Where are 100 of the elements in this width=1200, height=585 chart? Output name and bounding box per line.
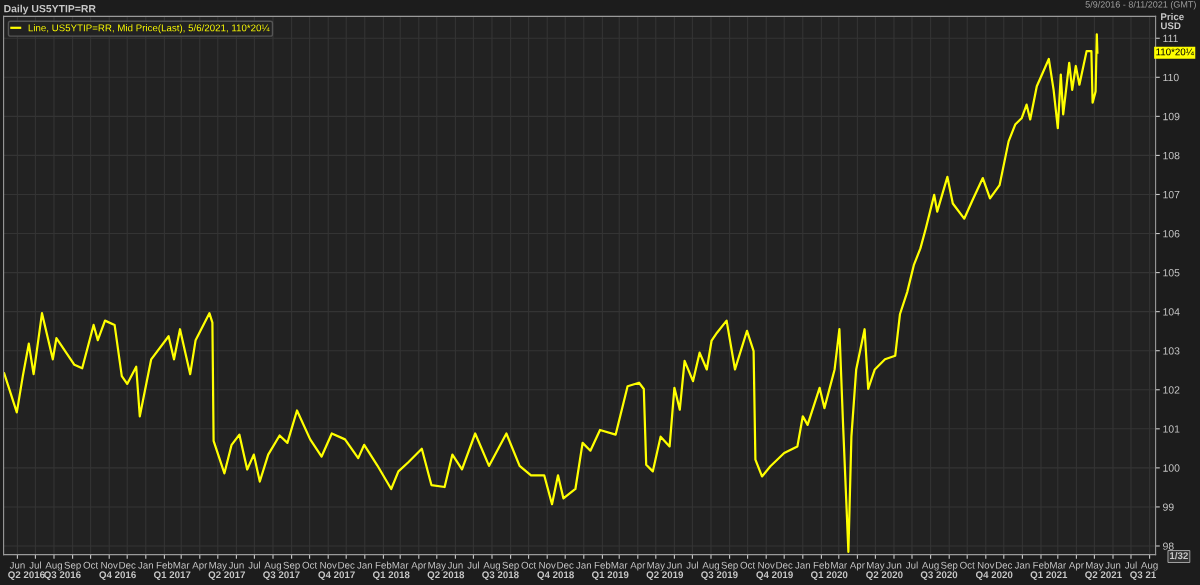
x-tick-label: Feb — [1033, 561, 1049, 569]
y-tick-label: 102 — [1163, 386, 1180, 394]
x2-tick-label: Q3 2019 — [701, 571, 738, 580]
x-tick-label: Nov — [101, 561, 118, 569]
chart-subtitle: 5/9/2016 - 8/11/2021 (GMT) — [1085, 1, 1196, 10]
y-tick-label: 109 — [1163, 112, 1180, 121]
x-tick-label: Apr — [1068, 561, 1084, 571]
x-tick-label: Mar — [173, 561, 190, 569]
x-tick-label: Aug — [702, 561, 720, 571]
x-tick-label: Oct — [740, 561, 756, 569]
x-tick-label: May — [647, 561, 665, 571]
x2-tick-label: Q2 2017 — [208, 571, 246, 580]
x-tick-label: Dec — [119, 561, 136, 569]
x2-tick-label: Q3 2017 — [263, 571, 300, 580]
x-tick-label: Aug — [1140, 561, 1158, 571]
x-tick-label: Jul — [905, 561, 918, 569]
x-tick-label: Feb — [594, 561, 611, 569]
x2-tick-label: Q3 2016 — [44, 571, 81, 580]
x-tick-label: Nov — [539, 561, 556, 569]
x-tick-label: Aug — [483, 561, 501, 571]
x2-tick-label: Q4 2016 — [99, 571, 136, 580]
x-tick-label: Feb — [375, 561, 392, 569]
x-tick-label: Jan — [1014, 561, 1030, 569]
x2-tick-label: Q2 2016 — [8, 571, 45, 580]
x2-tick-label: Q1 2019 — [591, 571, 629, 580]
x-tick-label: Nov — [977, 561, 995, 569]
y-tick-label: 105 — [1163, 269, 1180, 277]
x2-tick-label: Q1 2018 — [372, 571, 410, 580]
x-tick-label: Jun — [9, 561, 25, 569]
x2-tick-label: Q2 2020 — [866, 571, 903, 580]
y-tick-label: 107 — [1163, 190, 1180, 199]
x2-tick-label: Q3 2020 — [920, 571, 958, 580]
chart-title: Daily US5YTIP=RR — [4, 4, 96, 15]
x2-tick-label: Q3 21 — [1130, 571, 1156, 580]
x-tick-label: Jul — [1124, 561, 1137, 569]
x-tick-label: Oct — [302, 561, 318, 569]
x-tick-label: May — [1086, 561, 1104, 571]
x2-tick-label: Q1 2017 — [153, 571, 191, 580]
x-tick-label: Jul — [29, 561, 41, 569]
x-tick-label: Aug — [921, 561, 939, 571]
x2-tick-label: Q4 2018 — [537, 571, 574, 580]
x-tick-label: May — [867, 561, 885, 571]
y-axis-title: Price USD — [1160, 13, 1184, 30]
x-tick-label: Apr — [192, 561, 208, 571]
y-tick-label: 103 — [1163, 347, 1180, 355]
x-tick-label: Dec — [557, 561, 574, 569]
line-series — [3, 33, 1099, 553]
x2-tick-label: Q2 2019 — [646, 571, 684, 580]
x2-tick-label: Q2 2021 — [1085, 571, 1122, 580]
y-tick-label: 104 — [1163, 308, 1180, 316]
text: 1/32 — [1170, 551, 1188, 560]
x2-tick-label: Q4 2017 — [318, 571, 355, 580]
x-tick-label: Sep — [940, 561, 958, 571]
x-tick-label: Sep — [283, 561, 300, 571]
x-tick-label: Sep — [721, 561, 738, 571]
x-tick-label: Oct — [960, 561, 975, 569]
x-tick-label: Oct — [83, 561, 99, 569]
x-tick-label: Aug — [45, 561, 63, 571]
x2-tick-label: Q1 2020 — [810, 571, 848, 580]
x2-tick-label: Q4 2019 — [756, 571, 793, 580]
x2-tick-label: Q4 2020 — [975, 571, 1013, 580]
x-tick-label: Jul — [248, 561, 260, 569]
x-tick-label: Mar — [1050, 561, 1067, 569]
y-tick-label: 106 — [1163, 230, 1180, 238]
x-tick-label: Jan — [576, 561, 592, 569]
x-tick-label: Jan — [795, 561, 811, 569]
x-tick-label: Mar — [611, 561, 628, 569]
y-tick-label: 98 — [1163, 542, 1174, 550]
x-tick-label: Apr — [411, 561, 427, 571]
x2-tick-label: Q1 2021 — [1030, 571, 1068, 580]
text: 110*20¼ — [1156, 48, 1194, 56]
x-tick-label: May — [209, 561, 227, 571]
x-tick-label: Sep — [64, 561, 81, 571]
x-tick-label: Jul — [467, 561, 479, 569]
x-tick-label: Oct — [521, 561, 537, 569]
x-tick-label: Dec — [776, 561, 793, 569]
x-tick-label: Jun — [1105, 561, 1121, 569]
x2-tick-label: Q2 2018 — [427, 571, 465, 580]
x-tick-label: Jun — [228, 561, 244, 569]
x-tick-label: Apr — [630, 561, 646, 571]
y-tick-label: 101 — [1163, 425, 1180, 433]
x-tick-label: Dec — [995, 561, 1013, 569]
x2-tick-label: Q3 2018 — [482, 571, 519, 580]
x-tick-label: Jun — [447, 561, 463, 569]
x-tick-label: Nov — [320, 561, 337, 569]
x-tick-label: Dec — [338, 561, 355, 569]
x-tick-label: Aug — [264, 561, 282, 571]
y-tick-label: 111 — [1163, 34, 1178, 43]
legend-label: Line, US5YTIP=RR, Mid Price(Last), 5/6/2021, 110*20¼ — [28, 24, 270, 34]
x-tick-label: Jan — [357, 561, 373, 569]
x-tick-label: Sep — [502, 561, 519, 571]
y-tick-label: 99 — [1163, 503, 1174, 511]
x-tick-label: Jun — [886, 561, 902, 569]
x-tick-label: Apr — [849, 561, 865, 571]
x-tick-label: Jul — [686, 561, 698, 569]
x-tick-label: Feb — [156, 561, 173, 569]
x-tick-label: Mar — [831, 561, 848, 569]
x-tick-label: Feb — [813, 561, 830, 569]
x-tick-label: Jan — [138, 561, 154, 569]
y-tick-label: 100 — [1163, 464, 1180, 472]
